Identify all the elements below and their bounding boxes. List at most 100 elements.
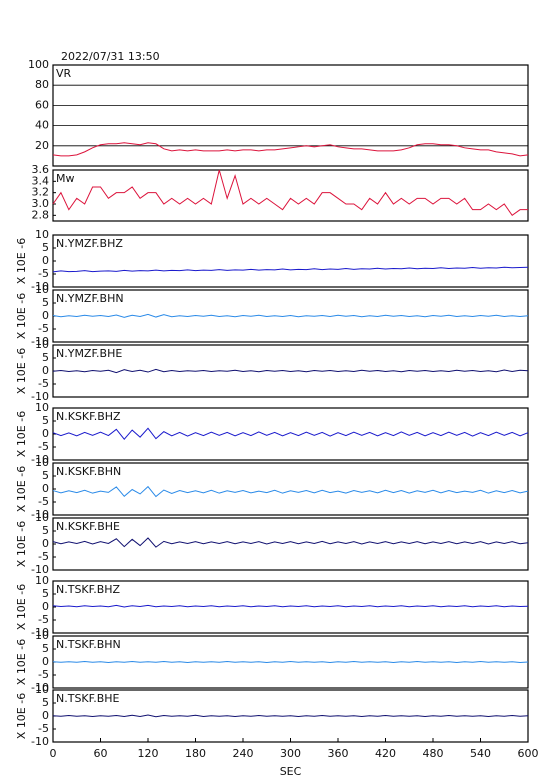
y-tick-label: 5 (42, 587, 49, 600)
y-tick-label: 10 (35, 456, 49, 469)
panel-frame (52, 169, 529, 222)
y-tick-label: 0 (42, 709, 49, 722)
y-tick-label: -10 (31, 563, 49, 576)
y-tick-label: -10 (31, 735, 49, 748)
series-line (52, 368, 529, 374)
y-tick-label: -10 (31, 335, 49, 348)
y-tick-label: 100 (28, 58, 49, 71)
y-tick-label: 3.4 (32, 174, 50, 187)
panel-frame (52, 344, 529, 398)
panel-label: N.YMZF.BHE (56, 347, 122, 360)
panel-frame (52, 462, 529, 516)
panel-label: N.KSKF.BHZ (56, 410, 121, 423)
series-line (52, 660, 529, 664)
panel-label: N.TSKF.BHZ (56, 583, 121, 596)
panel-frame (52, 64, 529, 167)
panel-label: N.TSKF.BHE (56, 692, 120, 705)
y-axis-label: X 10E -6 (15, 411, 28, 457)
y-tick-label: -10 (31, 453, 49, 466)
y-tick-label: 0 (42, 655, 49, 668)
y-tick-label: 2.8 (32, 208, 50, 221)
panel-label: N.YMZF.BHZ (56, 237, 123, 250)
y-tick-label: 10 (35, 511, 49, 524)
y-tick-label: 0 (42, 482, 49, 495)
y-tick-label: -5 (38, 613, 49, 626)
panel-label: N.TSKF.BHN (56, 638, 121, 651)
x-tick-label: 300 (280, 747, 301, 760)
y-axis-label: X 10E -6 (15, 584, 28, 630)
series-line (52, 169, 528, 217)
y-axis-label: X 10E -6 (15, 238, 28, 284)
y-tick-label: -5 (38, 322, 49, 335)
y-tick-label: 5 (42, 642, 49, 655)
y-tick-label: 5 (42, 524, 49, 537)
y-tick-label: 10 (35, 683, 49, 696)
y-tick-label: 5 (42, 296, 49, 309)
y-tick-label: 5 (42, 241, 49, 254)
y-tick-label: 5 (42, 696, 49, 709)
y-tick-label: -10 (31, 681, 49, 694)
y-tick-label: -10 (31, 508, 49, 521)
panel-label: Mw (56, 172, 75, 185)
y-tick-label: -5 (38, 722, 49, 735)
y-tick-label: 5 (42, 414, 49, 427)
y-axis-label: X 10E -6 (15, 639, 28, 685)
y-tick-label: 0 (42, 254, 49, 267)
y-tick-label: 0 (42, 600, 49, 613)
y-axis-label: X 10E -6 (15, 466, 28, 512)
x-axis-label: SEC (280, 765, 302, 778)
panel-frame (52, 407, 529, 461)
y-tick-label: 10 (35, 574, 49, 587)
panel-label: N.KSKF.BHE (56, 520, 120, 533)
y-tick-label: 3.6 (32, 163, 50, 176)
y-tick-label: -5 (38, 377, 49, 390)
y-tick-label: 5 (42, 351, 49, 364)
x-tick-label: 240 (233, 747, 254, 760)
y-tick-label: 5 (42, 469, 49, 482)
y-tick-label: 10 (35, 228, 49, 241)
series-line (52, 537, 529, 548)
y-tick-label: -5 (38, 440, 49, 453)
chart-title: 2022/07/31 13:50 (61, 50, 160, 63)
y-tick-label: -10 (31, 626, 49, 639)
y-tick-label: 20 (35, 139, 49, 152)
x-tick-label: 540 (470, 747, 491, 760)
y-tick-label: 10 (35, 283, 49, 296)
x-tick-label: 600 (518, 747, 539, 760)
y-tick-label: 60 (35, 98, 49, 111)
y-tick-label: 40 (35, 119, 49, 132)
y-axis-label: X 10E -6 (15, 293, 28, 339)
y-tick-label: 10 (35, 338, 49, 351)
x-tick-label: 480 (423, 747, 444, 760)
x-tick-label: 420 (375, 747, 396, 760)
y-axis-label: X 10E -6 (15, 693, 28, 739)
x-tick-label: 120 (138, 747, 159, 760)
y-tick-label: 0 (42, 427, 49, 440)
panel-label: N.YMZF.BHN (56, 292, 124, 305)
series-line (52, 485, 529, 498)
x-tick-label: 360 (328, 747, 349, 760)
series-line (52, 604, 529, 608)
series-line (52, 313, 529, 318)
y-tick-label: -10 (31, 280, 49, 293)
y-tick-label: 3.0 (32, 197, 50, 210)
y-tick-label: -5 (38, 550, 49, 563)
series-line (52, 142, 529, 157)
y-tick-label: 3.2 (32, 186, 50, 199)
y-tick-label: 10 (35, 629, 49, 642)
y-tick-label: 0 (42, 309, 49, 322)
y-tick-label: -5 (38, 668, 49, 681)
panel-label: VR (56, 67, 72, 80)
panel-label: N.KSKF.BHN (56, 465, 121, 478)
y-tick-label: -5 (38, 495, 49, 508)
panel-frame (52, 289, 529, 343)
series-line (52, 427, 529, 440)
y-tick-label: 0 (42, 364, 49, 377)
y-tick-label: 0 (42, 537, 49, 550)
series-line (52, 266, 529, 273)
y-axis-label: X 10E -6 (15, 521, 28, 567)
x-tick-label: 0 (50, 747, 57, 760)
series-line (52, 714, 529, 718)
y-tick-label: -10 (31, 390, 49, 403)
